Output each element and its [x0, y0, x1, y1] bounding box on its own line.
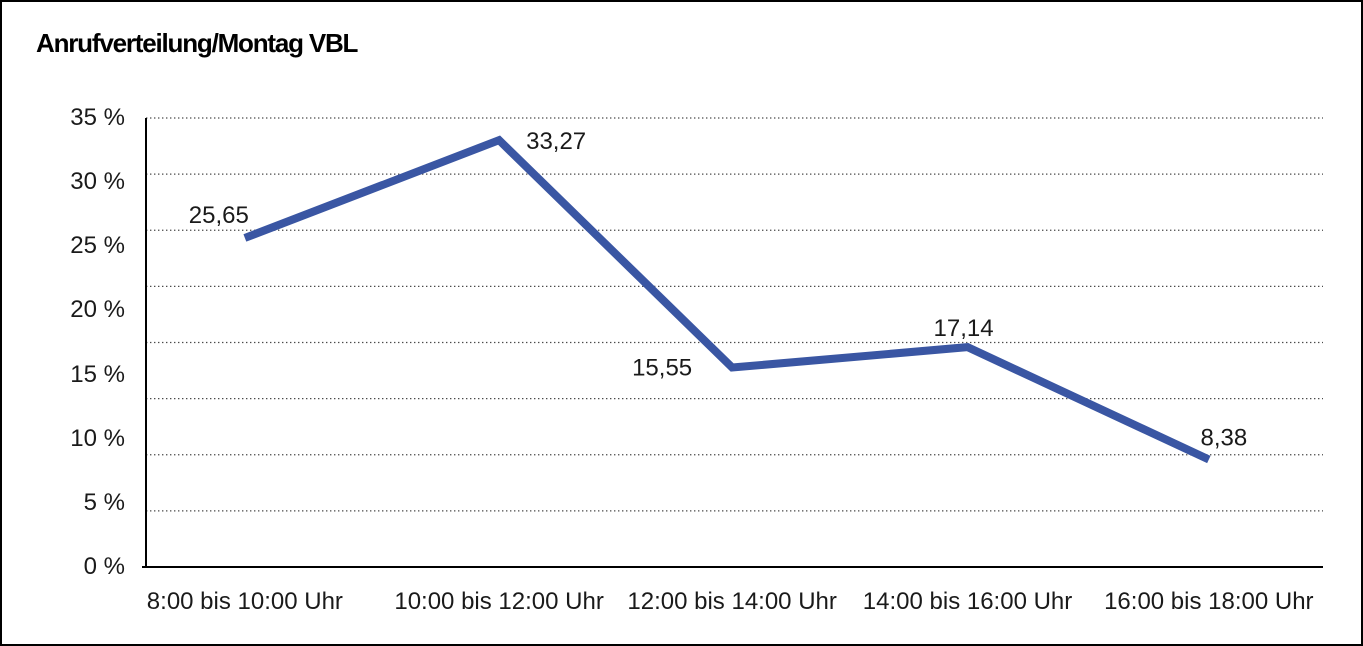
chart-title: Anrufverteilung/Montag VBL — [36, 28, 358, 58]
y-tick-label: 10 % — [70, 424, 125, 452]
point-value-label: 8,38 — [1200, 424, 1247, 451]
x-category-label: 16:00 bis 18:00 Uhr — [1104, 588, 1314, 615]
x-category-label: 14:00 bis 16:00 Uhr — [862, 588, 1073, 615]
y-tick-label: 30 % — [70, 168, 125, 196]
point-value-label: 25,65 — [189, 202, 249, 229]
y-tick-label: 15 % — [70, 360, 125, 388]
x-category-label: 12:00 bis 14:00 Uhr — [627, 588, 837, 615]
y-tick-label: 25 % — [70, 232, 125, 260]
x-category-label: 8:00 bis 10:00 Uhr — [146, 588, 343, 615]
y-tick-label: 5 % — [83, 488, 125, 516]
point-value-label: 17,14 — [934, 315, 994, 342]
y-tick-label: 20 % — [70, 296, 125, 324]
y-tick-label: 0 % — [83, 553, 125, 580]
x-category-label: 10:00 bis 12:00 Uhr — [394, 588, 604, 615]
data-line — [243, 135, 1211, 464]
point-value-label: 15,55 — [632, 355, 692, 382]
point-value-label: 33,27 — [526, 128, 586, 155]
y-tick-label: 35 % — [70, 104, 125, 131]
